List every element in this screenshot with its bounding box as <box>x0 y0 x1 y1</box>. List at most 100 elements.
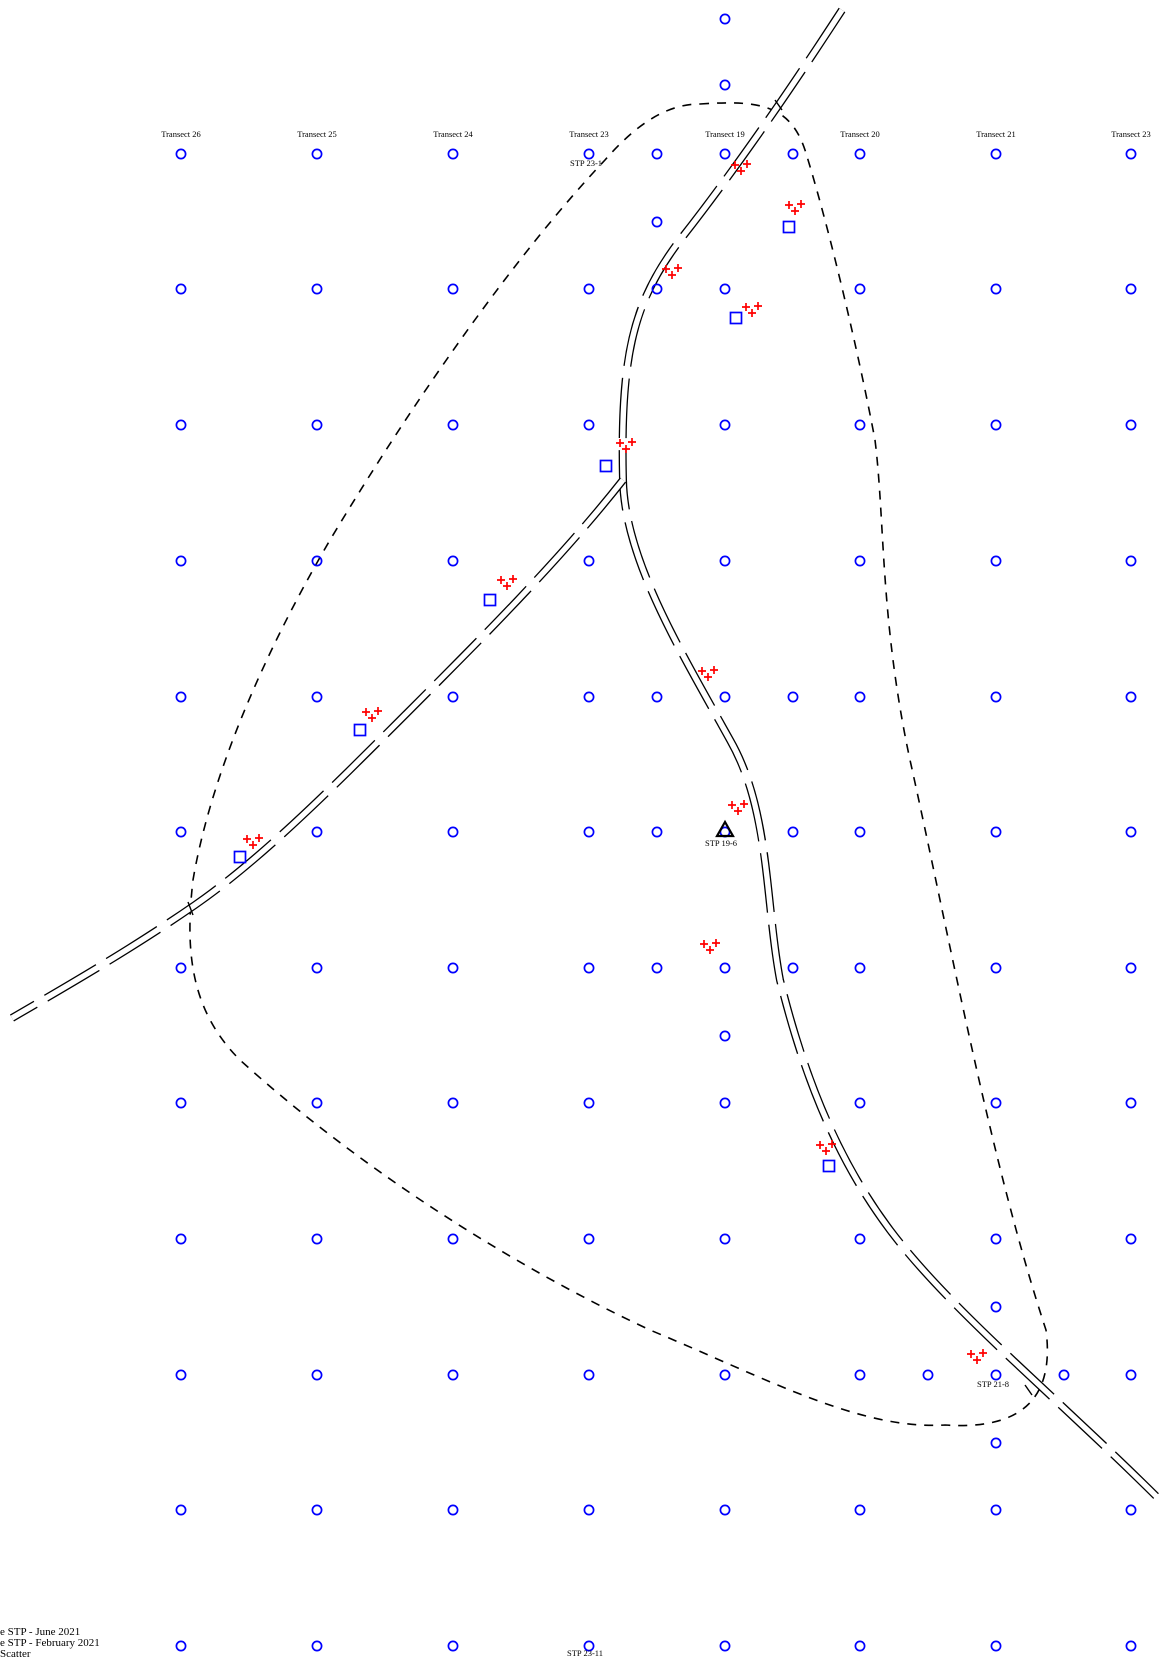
shovel-test-marker <box>311 962 323 974</box>
shovel-test-marker <box>719 13 731 25</box>
shovel-test-marker <box>447 1369 459 1381</box>
positive-test-layer <box>233 220 836 1173</box>
shovel-test-marker <box>583 1369 595 1381</box>
shovel-test-marker <box>583 1504 595 1516</box>
artifact-cross <box>509 575 517 583</box>
shovel-test-marker <box>651 148 663 160</box>
shovel-test-marker <box>175 691 187 703</box>
shovel-test-marker <box>990 555 1002 567</box>
shovel-test-marker <box>1125 1233 1137 1245</box>
shovel-test-marker <box>311 691 323 703</box>
artifact-cross <box>712 939 720 947</box>
shovel-test-marker <box>1125 826 1137 838</box>
artifact-cross <box>979 1349 987 1357</box>
shovel-test-marker <box>447 1233 459 1245</box>
shovel-test-marker <box>583 1233 595 1245</box>
artifact-cross <box>662 265 670 273</box>
shovel-test-marker <box>447 691 459 703</box>
map-legend: e STP - June 2021 e STP - February 2021 … <box>0 1627 100 1660</box>
stp-label: STP 23-11 <box>567 1648 603 1658</box>
artifact-cross <box>362 708 370 716</box>
shovel-test-marker <box>447 1504 459 1516</box>
shovel-test-marker <box>583 148 595 160</box>
shovel-test-marker <box>447 826 459 838</box>
stp-label: STP 21-8 <box>977 1379 1009 1389</box>
shovel-test-marker <box>175 283 187 295</box>
shovel-test-marker <box>651 283 663 295</box>
artifact-cross <box>748 309 756 317</box>
shovel-test-marker <box>990 1301 1002 1313</box>
shovel-test-marker <box>990 826 1002 838</box>
artifact-cross <box>728 801 736 809</box>
road-line <box>10 478 626 1021</box>
transect-label: Transect 23 <box>1111 129 1151 139</box>
shovel-test-marker <box>447 1640 459 1652</box>
shovel-test-marker <box>990 283 1002 295</box>
legend-item: Scatter <box>0 1648 31 1660</box>
shovel-test-marker <box>854 1097 866 1109</box>
shovel-test-marker <box>854 1504 866 1516</box>
transect-label: Transect 21 <box>976 129 1016 139</box>
artifact-cross <box>368 714 376 722</box>
shovel-test-marker <box>175 1640 187 1652</box>
artifact-cross <box>822 1147 830 1155</box>
artifact-cross <box>374 707 382 715</box>
shovel-test-marker <box>311 1640 323 1652</box>
road-line <box>619 8 1160 1502</box>
shovel-test-marker <box>990 691 1002 703</box>
artifact-cross <box>828 1140 836 1148</box>
shovel-test-marker <box>583 283 595 295</box>
shovel-test-marker <box>651 216 663 228</box>
transect-label: Transect 20 <box>840 129 880 139</box>
shovel-test-marker <box>1125 419 1137 431</box>
shovel-test-marker <box>1125 555 1137 567</box>
shovel-test-marker <box>1125 1369 1137 1381</box>
shovel-test-marker <box>175 826 187 838</box>
positive-test-square <box>353 723 367 737</box>
positive-test-square <box>822 1159 836 1173</box>
shovel-test-marker <box>311 148 323 160</box>
shovel-test-marker <box>854 419 866 431</box>
shovel-test-marker <box>990 1504 1002 1516</box>
transect-label: Transect 24 <box>433 129 473 139</box>
shovel-test-marker <box>719 555 731 567</box>
transect-label: Transect 19 <box>705 129 745 139</box>
road-tick <box>774 99 783 111</box>
shovel-test-marker <box>583 555 595 567</box>
shovel-test-marker <box>1125 691 1137 703</box>
shovel-test-marker <box>311 1097 323 1109</box>
shovel-test-marker <box>719 148 731 160</box>
road-tick <box>1024 1384 1033 1396</box>
road-line <box>618 7 1160 1503</box>
artifact-cross <box>243 835 251 843</box>
shovel-test-marker <box>311 1369 323 1381</box>
shovel-test-marker <box>854 555 866 567</box>
shovel-test-marker <box>719 1097 731 1109</box>
shovel-test-marker <box>990 962 1002 974</box>
artifact-cross <box>737 167 745 175</box>
shovel-test-marker <box>990 1640 1002 1652</box>
artifact-cross <box>967 1350 975 1358</box>
shovel-test-marker <box>854 1369 866 1381</box>
triangle-icon <box>715 819 735 838</box>
shovel-test-marker <box>787 962 799 974</box>
shovel-test-marker <box>990 148 1002 160</box>
artifact-cross <box>628 438 636 446</box>
shovel-test-marker <box>583 1640 595 1652</box>
shovel-test-marker <box>175 555 187 567</box>
artifact-cross <box>700 940 708 948</box>
artifact-cross <box>668 271 676 279</box>
artifact-cross <box>616 439 624 447</box>
artifact-cross <box>734 807 742 815</box>
shovel-test-marker <box>175 1369 187 1381</box>
shovel-test-marker <box>311 1233 323 1245</box>
transect-label: Transect 23 <box>569 129 609 139</box>
label-layer: Transect 26 Transect 25 Transect 24 Tran… <box>161 129 1151 1658</box>
shovel-test-marker <box>175 1504 187 1516</box>
artifact-cross <box>698 667 706 675</box>
shovel-test-marker <box>719 419 731 431</box>
shovel-test-marker <box>175 962 187 974</box>
positive-test-square <box>729 311 743 325</box>
artifact-cross <box>497 576 505 584</box>
